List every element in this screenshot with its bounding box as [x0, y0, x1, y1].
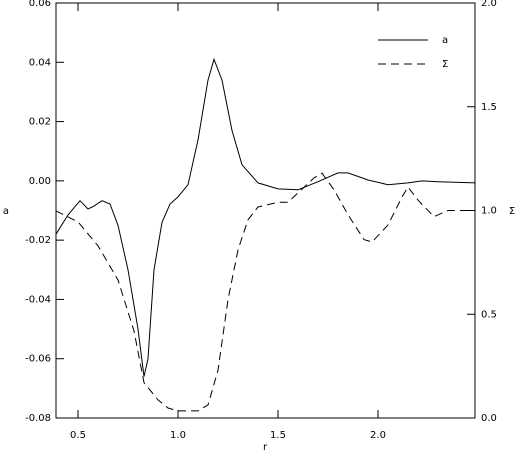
y-tick-label: 0.06 [29, 0, 51, 9]
legend-label: Σ [442, 59, 448, 70]
x-tick-label: 0.5 [70, 430, 86, 441]
y-tick-label: 0.00 [29, 176, 51, 187]
x-axis-label: r [263, 442, 268, 453]
y-axis-label: a [3, 206, 9, 217]
series-line [55, 57, 476, 377]
y-tick-label: -0.06 [25, 354, 51, 365]
y-tick-label: -0.04 [25, 294, 51, 305]
x-tick-label: 2.0 [370, 430, 386, 441]
y2-axis-label: Σ [509, 206, 515, 217]
y-tick-label: 0.04 [29, 57, 51, 68]
y2-tick-label: 0.5 [481, 309, 497, 320]
y2-tick-label: 1.5 [481, 102, 497, 113]
y-tick-label: -0.08 [25, 413, 51, 424]
y2-tick-label: 0.0 [481, 413, 497, 424]
x-tick-label: 1.5 [270, 430, 286, 441]
x-tick-label: 1.0 [170, 430, 186, 441]
y2-tick-label: 2.0 [481, 0, 497, 9]
series-line [55, 172, 475, 412]
legend-label: a [442, 35, 448, 46]
y-tick-label: 0.02 [29, 117, 51, 128]
y2-tick-label: 1.0 [481, 206, 497, 217]
plot-frame [55, 2, 476, 419]
y-tick-label: -0.02 [25, 235, 51, 246]
